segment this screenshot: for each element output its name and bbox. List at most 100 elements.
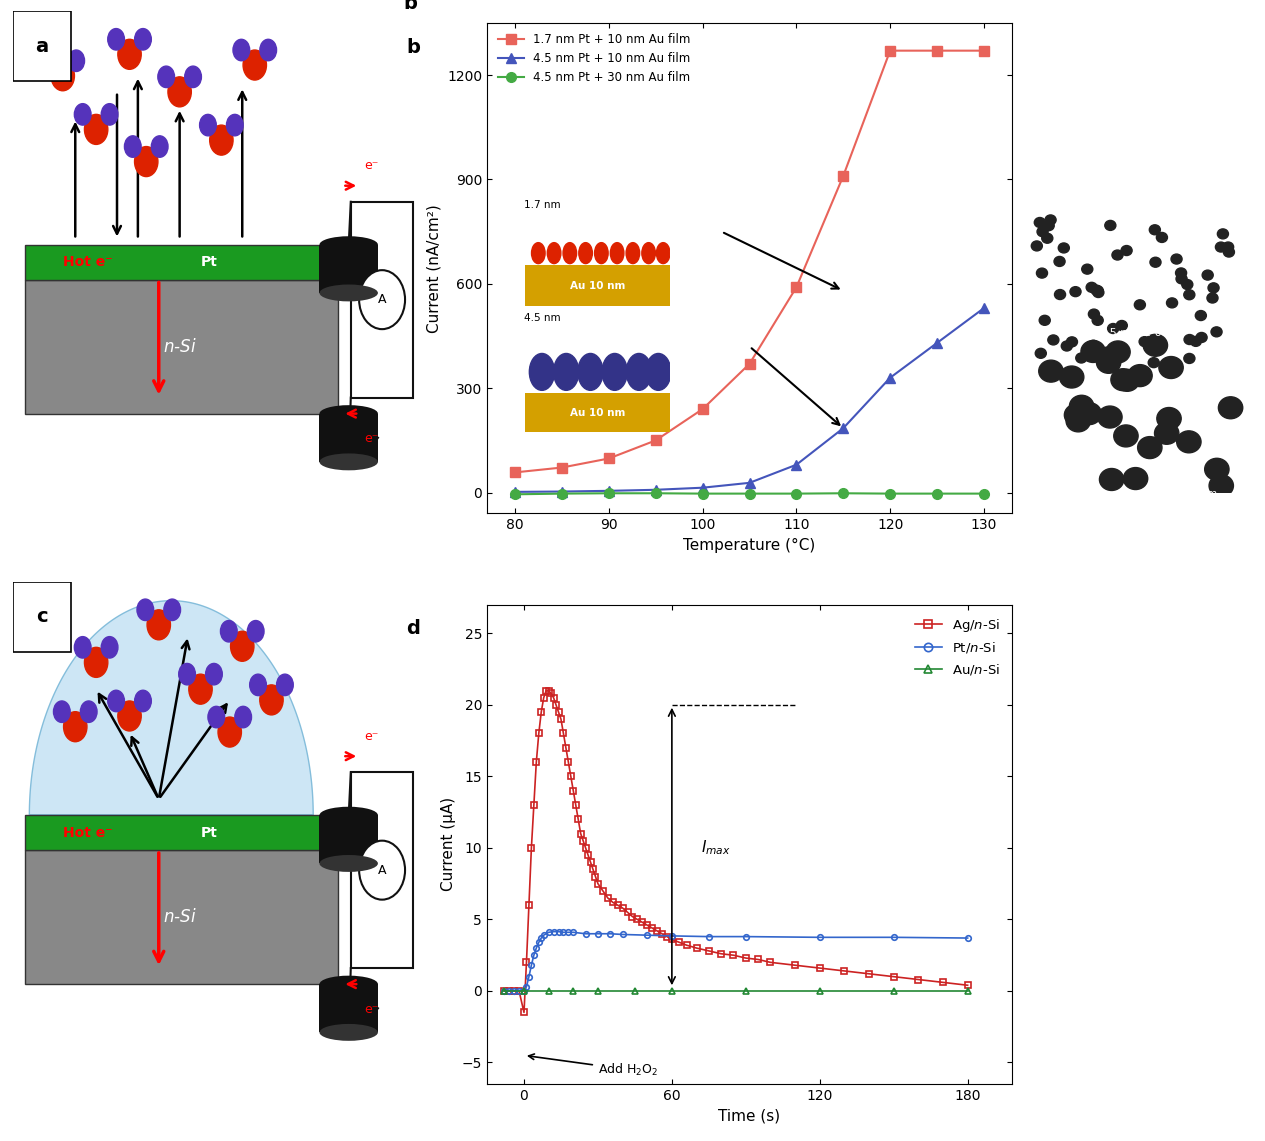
Text: 1.7 nm: 1.7 nm: [524, 200, 560, 210]
Circle shape: [1036, 268, 1047, 278]
Circle shape: [563, 243, 577, 264]
Circle shape: [1149, 357, 1159, 367]
Ag/$n$-Si: [539, 683, 554, 697]
Circle shape: [1035, 218, 1045, 227]
Au/$n$-Si: [497, 985, 512, 998]
Ag/$n$-Si: [516, 1005, 531, 1019]
Circle shape: [218, 717, 242, 747]
1.7 nm Pt + 10 nm Au film: [883, 43, 898, 57]
4.5 nm Pt + 10 nm Au film: [836, 421, 851, 435]
Circle shape: [1195, 332, 1207, 342]
Text: b: b: [404, 0, 417, 13]
Circle shape: [1070, 286, 1082, 297]
Text: A: A: [378, 293, 386, 306]
Circle shape: [63, 712, 87, 742]
Circle shape: [1211, 326, 1222, 337]
Circle shape: [1066, 337, 1078, 347]
Circle shape: [1042, 233, 1052, 243]
Text: 10 nm: 10 nm: [1184, 370, 1217, 380]
Ag/$n$-Si: [861, 966, 877, 980]
4.5 nm Pt + 30 nm Au film: [930, 487, 945, 501]
Circle shape: [1152, 343, 1163, 354]
Circle shape: [118, 701, 142, 731]
1.7 nm Pt + 10 nm Au film: [601, 452, 616, 466]
Circle shape: [1095, 355, 1107, 365]
4.5 nm Pt + 30 nm Au film: [554, 487, 569, 501]
Circle shape: [85, 114, 108, 145]
Circle shape: [1082, 265, 1093, 274]
Text: e⁻: e⁻: [364, 432, 378, 445]
Circle shape: [1218, 397, 1242, 419]
4.5 nm Pt + 10 nm Au film: [977, 301, 992, 315]
Circle shape: [185, 66, 201, 88]
Circle shape: [1097, 351, 1121, 373]
Circle shape: [1035, 348, 1046, 358]
Circle shape: [134, 690, 152, 712]
Circle shape: [81, 701, 97, 722]
Circle shape: [108, 690, 124, 712]
Circle shape: [1182, 280, 1193, 290]
Ag/$n$-Si: [960, 978, 975, 992]
Ag/$n$-Si: [586, 863, 601, 876]
Circle shape: [641, 243, 655, 264]
Circle shape: [1031, 241, 1042, 251]
Text: $n$-Si: $n$-Si: [163, 338, 196, 356]
Circle shape: [1156, 233, 1168, 242]
Circle shape: [75, 104, 91, 126]
Text: d: d: [406, 620, 420, 638]
Line: Pt/$n$-Si: Pt/$n$-Si: [501, 929, 970, 994]
Circle shape: [595, 243, 608, 264]
Au/$n$-Si: [627, 985, 643, 998]
Circle shape: [188, 674, 213, 704]
Circle shape: [259, 39, 277, 60]
Line: Ag/$n$-Si: Ag/$n$-Si: [501, 688, 970, 1015]
Circle shape: [1216, 242, 1227, 252]
Text: c: c: [37, 607, 48, 626]
Circle shape: [1137, 437, 1163, 459]
Circle shape: [1106, 341, 1130, 363]
Bar: [1180, 493, 1235, 503]
Line: Au/$n$-Si: Au/$n$-Si: [501, 988, 970, 994]
Ag/$n$-Si: [578, 841, 593, 855]
Bar: [525, 265, 670, 306]
Circle shape: [1209, 475, 1233, 496]
4.5 nm Pt + 10 nm Au film: [930, 337, 945, 350]
Circle shape: [1061, 341, 1073, 351]
4.5 nm Pt + 10 nm Au film: [694, 480, 710, 494]
Circle shape: [1208, 283, 1219, 293]
1.7 nm Pt + 10 nm Au film: [648, 434, 663, 447]
4.5 nm Pt + 10 nm Au film: [507, 485, 522, 499]
Bar: [320, 984, 378, 1033]
Circle shape: [1156, 407, 1182, 429]
Text: 4.5 nm: 4.5 nm: [524, 314, 560, 323]
Circle shape: [626, 243, 640, 264]
Circle shape: [1223, 248, 1235, 257]
Ag/$n$-Si: [689, 941, 705, 955]
4.5 nm Pt + 30 nm Au film: [601, 486, 616, 500]
4.5 nm Pt + 30 nm Au film: [507, 487, 522, 501]
Circle shape: [1195, 310, 1207, 321]
Text: Au 10 nm: Au 10 nm: [571, 281, 625, 291]
Legend: 1.7 nm Pt + 10 nm Au film, 4.5 nm Pt + 10 nm Au film, 4.5 nm Pt + 30 nm Au film: 1.7 nm Pt + 10 nm Au film, 4.5 nm Pt + 1…: [493, 29, 696, 89]
Circle shape: [1121, 245, 1132, 256]
Circle shape: [1176, 274, 1187, 284]
1.7 nm Pt + 10 nm Au film: [741, 357, 756, 371]
Bar: [320, 815, 378, 864]
Circle shape: [1138, 337, 1150, 347]
Pt/$n$-Si: [552, 924, 567, 938]
Circle shape: [200, 114, 216, 136]
Circle shape: [531, 243, 545, 264]
4.5 nm Pt + 30 nm Au film: [694, 487, 710, 501]
Pt/$n$-Si: [536, 929, 552, 942]
Pt/$n$-Si: [578, 926, 593, 940]
Circle shape: [147, 609, 171, 640]
Circle shape: [1144, 334, 1168, 356]
Bar: [350, 772, 414, 968]
1.7 nm Pt + 10 nm Au film: [554, 461, 569, 475]
Au/$n$-Si: [664, 985, 679, 998]
Text: Hot e⁻: Hot e⁻: [63, 256, 113, 269]
Text: a: a: [35, 37, 48, 56]
Au/$n$-Si: [565, 985, 581, 998]
Ellipse shape: [320, 976, 378, 993]
Circle shape: [1159, 356, 1183, 379]
